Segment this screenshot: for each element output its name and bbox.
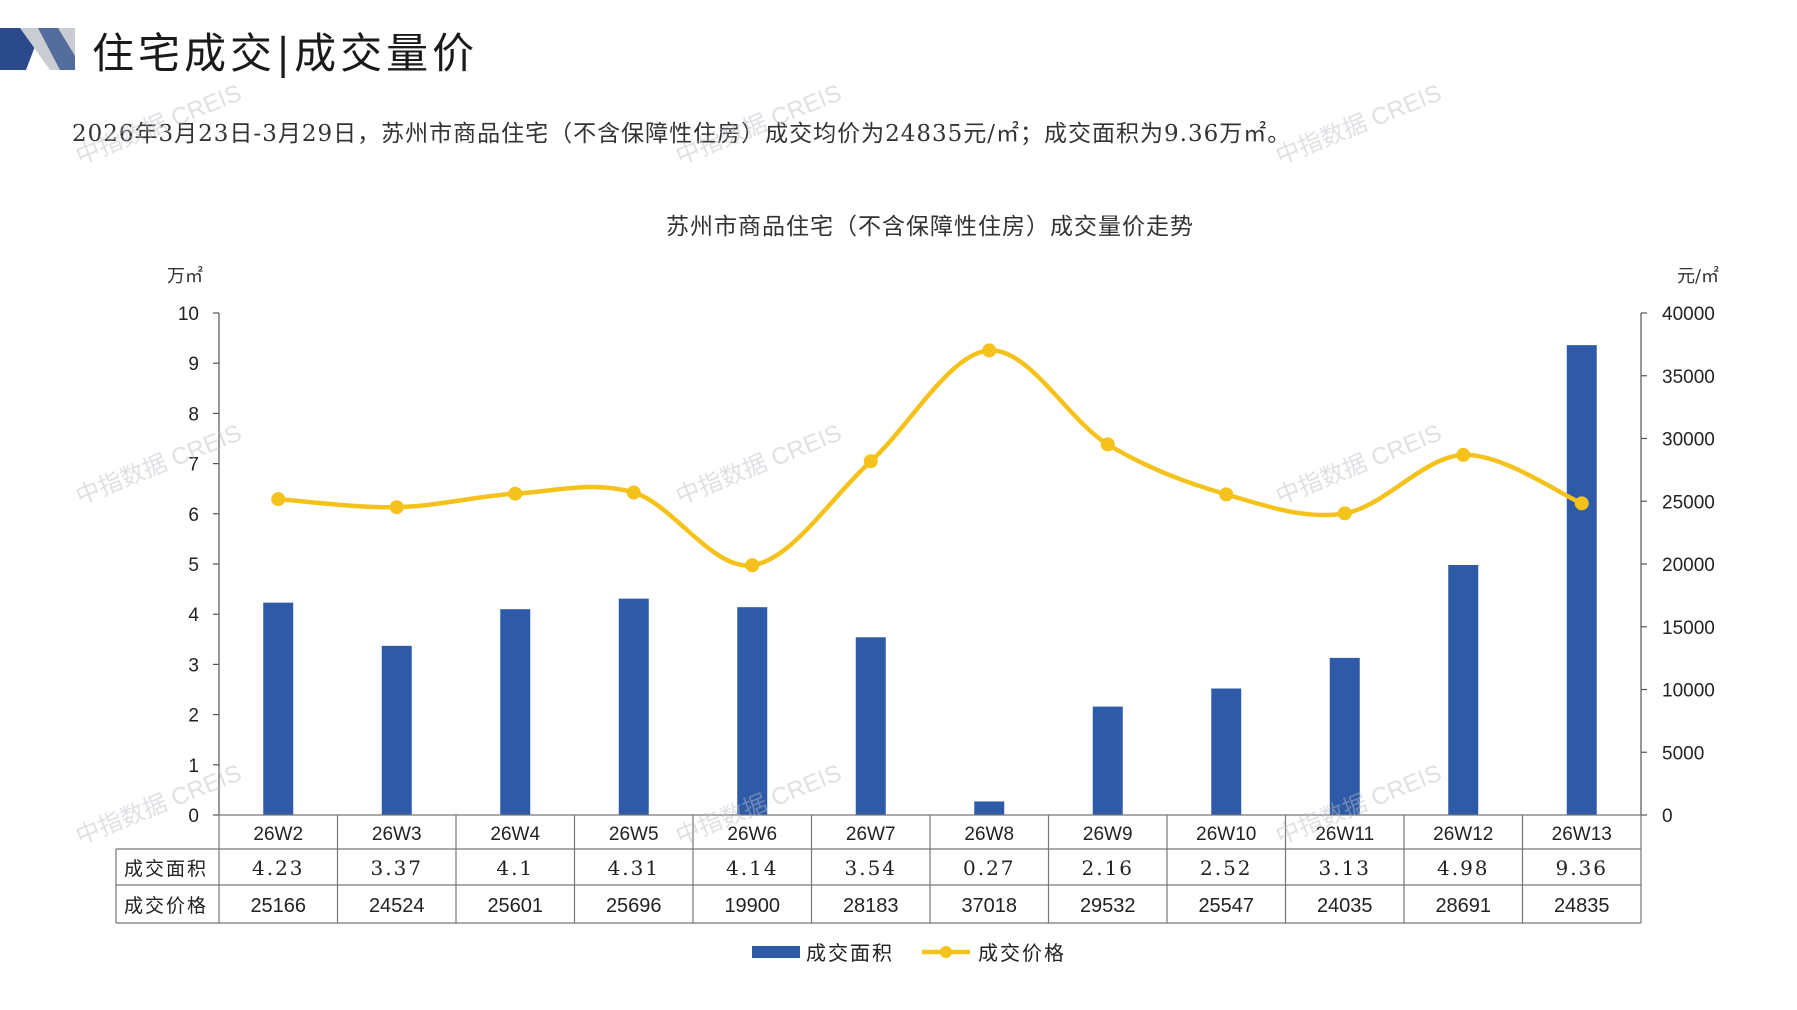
price-data-label: 25166: [250, 895, 306, 917]
right-tick-label: 5000: [1662, 743, 1704, 764]
price-data-label: 28691: [1435, 895, 1491, 917]
right-tick-label: 40000: [1662, 304, 1715, 325]
x-tick-label: 26W5: [609, 824, 659, 845]
page-title: 住宅成交|成交量价: [92, 29, 479, 78]
x-tick-label: 26W4: [490, 824, 540, 845]
legend-line-label: 成交价格: [978, 941, 1066, 965]
left-tick-label: 5: [188, 555, 199, 576]
price-point-26W12: [1456, 447, 1471, 462]
price-point-26W8: [982, 343, 997, 358]
left-tick-label: 7: [188, 455, 199, 476]
right-tick-label: 10000: [1662, 681, 1715, 702]
bar-26W7: [855, 637, 886, 815]
left-tick-label: 1: [188, 756, 199, 777]
bar-26W5: [618, 598, 649, 815]
x-tick-label: 26W3: [372, 824, 422, 845]
right-tick-label: 25000: [1662, 492, 1715, 513]
x-tick-label: 26W12: [1433, 824, 1493, 845]
bar-26W11: [1329, 657, 1360, 815]
area-data-label: 4.14: [726, 856, 779, 880]
x-tick-label: 26W13: [1552, 824, 1612, 845]
left-tick-label: 0: [188, 806, 199, 827]
price-point-26W10: [1219, 487, 1234, 502]
price-data-label: 25696: [606, 895, 662, 917]
price-point-26W4: [508, 486, 523, 501]
price-point-26W7: [863, 454, 878, 469]
table-row-header-price: 成交价格: [124, 895, 208, 917]
price-data-label: 19900: [724, 895, 780, 917]
area-data-label: 4.1: [496, 856, 534, 880]
right-tick-label: 30000: [1662, 430, 1715, 451]
left-tick-label: 3: [188, 655, 199, 676]
right-tick-label: 20000: [1662, 555, 1715, 576]
x-tick-label: 26W11: [1315, 824, 1374, 845]
price-data-label: 25601: [487, 895, 543, 917]
right-tick-label: 35000: [1662, 367, 1715, 388]
area-data-label: 2.52: [1200, 856, 1253, 880]
watermark: 中指数据 CREIS: [672, 420, 845, 511]
area-data-label: 4.23: [252, 856, 305, 880]
price-point-26W5: [626, 485, 641, 500]
right-tick-label: 0: [1662, 806, 1673, 827]
legend-bar-label: 成交面积: [806, 941, 894, 965]
price-data-label: 24524: [369, 895, 425, 917]
price-point-26W2: [271, 492, 286, 507]
bar-26W9: [1092, 706, 1123, 815]
area-data-label: 3.54: [844, 856, 897, 880]
price-data-label: 28183: [843, 895, 899, 917]
area-data-label: 0.27: [963, 856, 1016, 880]
summary-text: 2026年3月23日-3月29日，苏州市商品住宅（不含保障性住房）成交均价为24…: [72, 121, 1292, 147]
x-tick-label: 26W6: [727, 824, 777, 845]
x-tick-label: 26W8: [964, 824, 1014, 845]
x-tick-label: 26W7: [846, 824, 896, 845]
x-tick-label: 26W10: [1196, 824, 1256, 845]
price-point-26W11: [1337, 506, 1352, 521]
legend-line-marker: [940, 946, 952, 958]
area-data-label: 3.13: [1318, 856, 1371, 880]
left-tick-label: 2: [188, 706, 199, 727]
price-point-26W13: [1574, 496, 1589, 511]
chart-title: 苏州市商品住宅（不含保障性住房）成交量价走势: [666, 214, 1194, 240]
watermark: 中指数据 CREIS: [672, 80, 845, 171]
price-data-label: 37018: [961, 895, 1017, 917]
header-logo: [0, 28, 75, 70]
bar-26W2: [263, 602, 294, 815]
area-data-label: 4.31: [607, 856, 660, 880]
legend-bar-swatch: [752, 946, 800, 958]
watermark: 中指数据 CREIS: [1272, 420, 1445, 511]
left-axis-unit: 万㎡: [167, 265, 203, 287]
x-tick-label: 26W9: [1083, 824, 1133, 845]
bar-26W6: [737, 607, 768, 815]
area-data-label: 2.16: [1081, 856, 1134, 880]
bar-26W4: [500, 609, 531, 815]
bar-26W10: [1211, 688, 1242, 815]
area-data-label: 9.36: [1555, 856, 1608, 880]
x-tick-label: 26W2: [253, 824, 303, 845]
right-tick-label: 15000: [1662, 618, 1715, 639]
table-row-header-area: 成交面积: [124, 858, 208, 880]
price-data-label: 25547: [1198, 895, 1254, 917]
price-data-label: 24835: [1554, 895, 1610, 917]
area-data-label: 4.98: [1437, 856, 1490, 880]
price-point-26W9: [1100, 437, 1115, 452]
price-data-label: 29532: [1080, 895, 1136, 917]
bar-26W12: [1448, 565, 1479, 815]
area-data-label: 3.37: [370, 856, 423, 880]
bar-26W3: [381, 645, 412, 815]
price-data-label: 24035: [1317, 895, 1373, 917]
left-tick-label: 8: [188, 404, 199, 425]
watermark: 中指数据 CREIS: [1272, 80, 1445, 171]
price-point-26W3: [389, 500, 404, 515]
left-tick-label: 9: [188, 354, 199, 375]
watermark: 中指数据 CREIS: [72, 80, 245, 171]
left-tick-label: 10: [178, 304, 199, 325]
price-point-26W6: [745, 558, 760, 573]
right-axis-unit: 元/㎡: [1677, 265, 1719, 287]
bar-26W8: [974, 801, 1005, 815]
left-tick-label: 4: [188, 605, 199, 626]
left-tick-label: 6: [188, 505, 199, 526]
bar-26W13: [1566, 345, 1597, 815]
